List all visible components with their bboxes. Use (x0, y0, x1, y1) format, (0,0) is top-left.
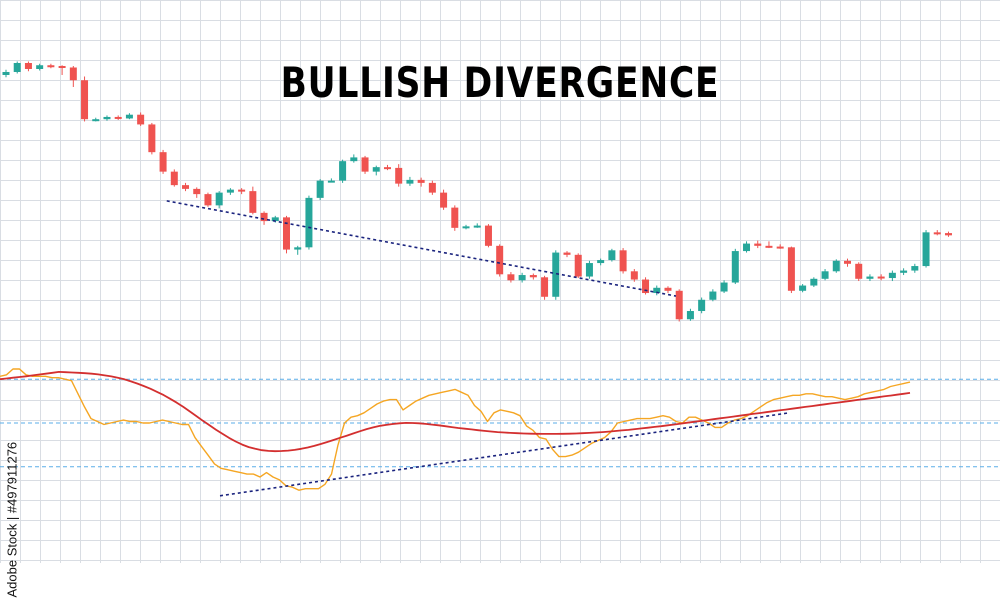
candle-body-up (327, 180, 335, 183)
candle-body-down (148, 124, 156, 153)
candle-body-down (395, 167, 403, 184)
candle-body-up (92, 119, 100, 122)
candle-body-up (552, 252, 560, 297)
candle-body-down (529, 275, 537, 278)
candle-body-down (24, 62, 32, 69)
candle-body-up (103, 116, 111, 120)
candle-body-up (653, 287, 661, 294)
candle-body-up (743, 243, 751, 252)
candle-body-down (933, 232, 941, 235)
candle-body-down (47, 65, 55, 68)
candle-body-down (619, 250, 627, 272)
candle-body-down (496, 245, 504, 275)
candle-body-up (226, 189, 234, 193)
candle-body-up (888, 272, 896, 279)
chart-grid-background (0, 0, 1000, 563)
candle-body-down (787, 247, 795, 291)
candle-body-down (81, 80, 89, 120)
candle-body-up (731, 251, 739, 283)
oscillator-divergence-trendline (219, 412, 789, 497)
candle-body-down (484, 225, 492, 246)
candle-body-down (182, 185, 190, 189)
candle-body-down (630, 271, 638, 280)
candle-body-up (597, 260, 605, 264)
stock-id-label: Adobe Stock | #497911276 (4, 441, 20, 598)
candle-body-up (911, 266, 919, 271)
candle-body-up (832, 260, 840, 272)
candle-body-up (900, 270, 908, 273)
candle-body-up (866, 276, 874, 279)
candle-body-up (462, 226, 470, 229)
oscillator-line (0, 368, 911, 491)
price-divergence-trendline (166, 200, 677, 297)
candle-body-down (754, 243, 762, 246)
candle-body-down (361, 157, 369, 172)
candle-body-down (440, 192, 448, 208)
candle-body-up (215, 192, 223, 206)
candle-body-down (574, 254, 582, 277)
candle-body-up (406, 179, 414, 184)
candle-body-up (799, 285, 807, 291)
candle-body-up (698, 299, 706, 312)
candle-body-up (686, 311, 694, 320)
candle-body-down (642, 279, 650, 294)
candle-body-up (518, 275, 526, 281)
candle-body-down (844, 260, 851, 264)
candle-body-down (204, 194, 212, 206)
candle-body-down (675, 290, 683, 320)
candle-body-down (765, 245, 773, 248)
candle-body-down (877, 276, 885, 279)
candle-body-up (473, 225, 481, 228)
candle-body-down (114, 116, 122, 119)
candle-body-up (305, 197, 313, 248)
candle-body-up (810, 278, 818, 286)
candle-body-up (316, 180, 324, 198)
candle-body-down (428, 182, 436, 193)
candle-body-up (294, 247, 302, 250)
candle-body-down (563, 252, 571, 255)
candle-body-down (249, 191, 257, 213)
candle-body-down (69, 67, 77, 81)
candle-body-down (507, 274, 515, 281)
candle-body-up (125, 114, 133, 119)
candle-body-down (417, 179, 425, 183)
candle-body-up (922, 232, 930, 267)
candle-body-down (664, 287, 672, 291)
candle-body-down (451, 207, 459, 228)
candle-body-up (585, 263, 593, 277)
candle-body-up (13, 62, 21, 72)
candle-body-down (170, 171, 178, 186)
candle-body-up (608, 250, 616, 261)
candle-body-up (821, 271, 829, 279)
candle-body-up (2, 71, 10, 75)
candle-body-up (350, 157, 358, 162)
candle-body-down (383, 167, 391, 170)
candle-body-down (541, 277, 549, 297)
candle-body-up (720, 282, 728, 292)
candle-body-down (944, 233, 952, 236)
candle-body-down (855, 263, 863, 279)
candle-body-down (58, 65, 66, 68)
candle-body-down (238, 189, 246, 192)
candle-body-down (776, 246, 784, 249)
oscillator-signal-line (0, 370, 911, 453)
candle-body-up (271, 217, 279, 222)
candle-body-down (193, 188, 201, 195)
candle-body-up (709, 291, 717, 300)
candle-body-down (260, 212, 268, 222)
candle-body-down (283, 217, 290, 250)
candle-body-up (372, 167, 380, 172)
price-and-oscillator-chart (0, 61, 1000, 497)
candle-body-down (159, 152, 167, 172)
chart-title: BULLISH DIVERGENCE (280, 58, 720, 107)
candle-body-up (339, 161, 347, 181)
candle-body-down (137, 114, 145, 125)
candle-body-up (36, 65, 44, 69)
